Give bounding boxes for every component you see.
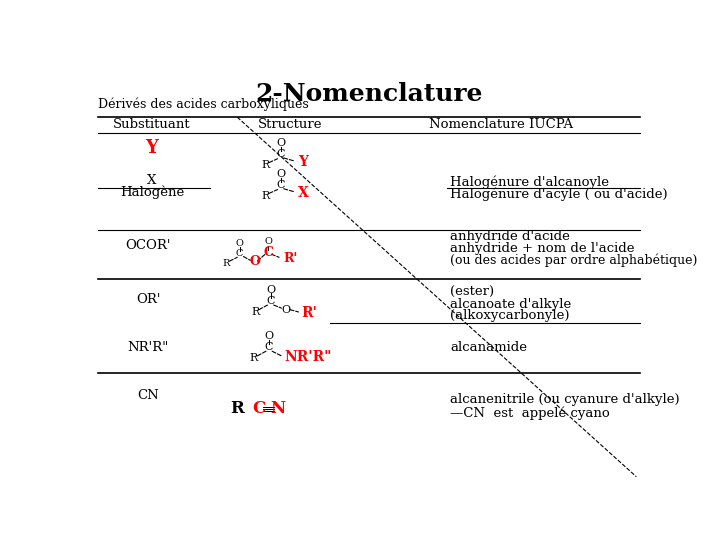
Text: 2-Nomenclature: 2-Nomenclature [256, 82, 482, 106]
Text: C: C [276, 180, 285, 190]
Text: C: C [252, 401, 266, 417]
Text: N: N [270, 401, 285, 417]
Text: NR'R": NR'R" [284, 350, 332, 365]
Text: R: R [251, 307, 259, 317]
Text: Halogénure d'acyle ( ou d'acide): Halogénure d'acyle ( ou d'acide) [451, 187, 668, 201]
Text: R: R [222, 259, 229, 268]
Text: O: O [235, 239, 243, 248]
Text: X: X [297, 186, 308, 200]
Text: O: O [276, 169, 285, 179]
Text: O: O [282, 305, 291, 315]
Text: C: C [266, 296, 275, 306]
Text: C: C [265, 342, 274, 353]
Text: Y: Y [297, 155, 307, 169]
Text: CN: CN [138, 389, 159, 402]
Text: R': R' [302, 306, 318, 320]
Text: alcanoate d'alkyle: alcanoate d'alkyle [451, 298, 572, 311]
Text: Y: Y [145, 139, 158, 157]
Text: —CN  est  appelé cyano: —CN est appelé cyano [451, 407, 610, 420]
Text: C: C [236, 249, 243, 258]
Text: X: X [148, 174, 157, 187]
Text: O: O [264, 238, 272, 246]
Text: O: O [276, 138, 285, 149]
Text: R': R' [284, 252, 298, 265]
Text: O: O [264, 331, 274, 341]
Text: R: R [261, 160, 269, 170]
Text: Structure: Structure [258, 118, 323, 131]
Text: R: R [230, 401, 244, 417]
Text: Nomenclature IUCPA: Nomenclature IUCPA [428, 118, 573, 131]
Text: alcanamide: alcanamide [451, 341, 527, 354]
Text: alcanenitrile (ou cyanure d'alkyle): alcanenitrile (ou cyanure d'alkyle) [451, 393, 680, 406]
Text: (ester): (ester) [451, 286, 495, 299]
Text: anhydride d'acide: anhydride d'acide [451, 230, 570, 243]
Text: NR'R": NR'R" [127, 341, 168, 354]
Text: Halogène: Halogène [120, 185, 184, 199]
Text: O: O [250, 255, 261, 268]
Text: OR': OR' [136, 293, 161, 306]
Text: OCOR': OCOR' [125, 239, 171, 252]
Text: Halogénure d'alcanoyle: Halogénure d'alcanoyle [451, 176, 609, 190]
Text: (alkoxycarbonyle): (alkoxycarbonyle) [451, 309, 570, 322]
Text: C: C [264, 246, 274, 259]
Text: (ou des acides par ordre alphabétique): (ou des acides par ordre alphabétique) [451, 254, 698, 267]
Text: anhydride + nom de l'acide: anhydride + nom de l'acide [451, 241, 635, 254]
Text: Dérivés des acides carboxyliques: Dérivés des acides carboxyliques [98, 98, 308, 111]
Text: C: C [276, 149, 285, 159]
Text: O: O [266, 285, 275, 295]
Text: Substituant: Substituant [113, 118, 191, 131]
Text: R: R [249, 353, 258, 363]
Text: R: R [261, 191, 269, 201]
